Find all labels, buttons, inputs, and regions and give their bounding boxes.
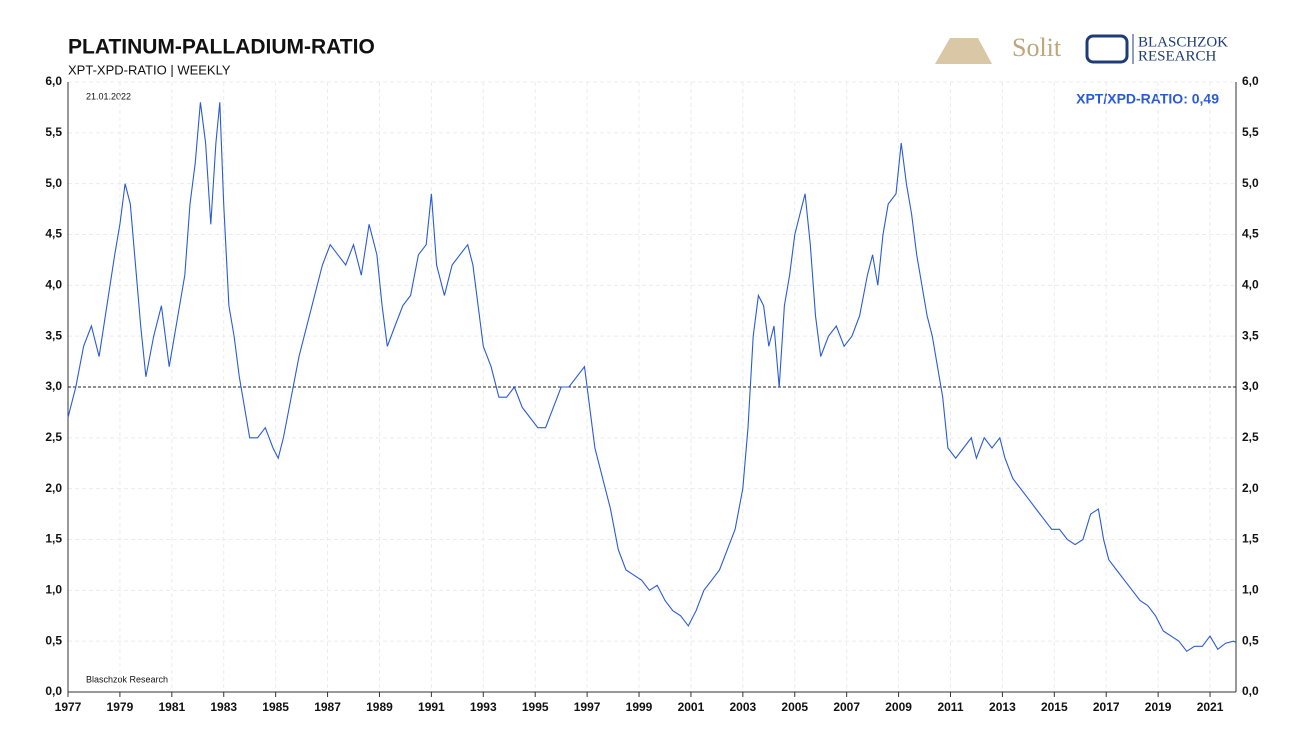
y-tick-label: 4,5 (45, 227, 62, 241)
y-tick-label: 3,0 (45, 379, 62, 393)
x-tick-label: 2005 (781, 700, 808, 714)
chart-title: PLATINUM-PALLADIUM-RATIO (68, 36, 375, 59)
y-tick-label: 0,0 (45, 684, 62, 698)
x-tick-label: 1981 (158, 700, 185, 714)
source-label: Blaschzok Research (86, 674, 168, 684)
y2-tick-label: 4,0 (1242, 278, 1259, 292)
brand-blaschzok: BLASCHZOK (1138, 34, 1228, 50)
y2-tick-label: 0,0 (1242, 684, 1259, 698)
x-tick-label: 2015 (1041, 700, 1068, 714)
y2-tick-label: 0,5 (1242, 633, 1259, 647)
logo-icon (1085, 34, 1129, 64)
date-label: 21.01.2022 (86, 91, 131, 101)
x-tick-label: 2003 (729, 700, 756, 714)
y-tick-label: 5,5 (45, 125, 62, 139)
x-tick-label: 1991 (418, 700, 445, 714)
x-tick-label: 2001 (678, 700, 705, 714)
y2-tick-label: 5,0 (1242, 176, 1259, 190)
y-tick-label: 4,0 (45, 278, 62, 292)
y-tick-label: 2,0 (45, 481, 62, 495)
y-tick-label: 1,0 (45, 583, 62, 597)
x-tick-label: 1995 (522, 700, 549, 714)
y2-tick-label: 3,0 (1242, 379, 1259, 393)
x-tick-label: 1987 (314, 700, 341, 714)
y-tick-label: 6,0 (45, 74, 62, 88)
y2-tick-label: 3,5 (1242, 328, 1259, 342)
x-tick-label: 2009 (885, 700, 912, 714)
y2-tick-label: 6,0 (1242, 74, 1259, 88)
x-tick-label: 1979 (107, 700, 134, 714)
x-tick-label: 2007 (833, 700, 860, 714)
data-line (67, 102, 1237, 653)
x-tick-label: 1993 (470, 700, 497, 714)
x-tick-label: 1997 (574, 700, 601, 714)
x-tick-label: 2019 (1145, 700, 1172, 714)
logo-blaschzok: BLASCHZOK RESEARCH (1085, 34, 1228, 64)
x-tick-label: 1999 (626, 700, 653, 714)
x-tick-label: 2017 (1093, 700, 1120, 714)
y2-tick-label: 4,5 (1242, 227, 1259, 241)
y2-tick-label: 1,0 (1242, 583, 1259, 597)
logo-pyramid (935, 38, 992, 64)
chart-subtitle: XPT-XPD-RATIO | WEEKLY (68, 62, 231, 77)
y2-tick-label: 2,0 (1242, 481, 1259, 495)
y2-tick-label: 1,5 (1242, 532, 1259, 546)
y2-tick-label: 5,5 (1242, 125, 1259, 139)
brand-solit: Solit (1012, 33, 1062, 62)
x-tick-label: 2013 (989, 700, 1016, 714)
y-tick-label: 5,0 (45, 176, 62, 190)
y2-tick-label: 2,5 (1242, 430, 1259, 444)
x-tick-label: 2021 (1197, 700, 1224, 714)
x-tick-label: 1977 (55, 700, 82, 714)
y-tick-label: 1,5 (45, 532, 62, 546)
x-tick-label: 1989 (366, 700, 393, 714)
logo-solit: Solit (935, 33, 1062, 64)
y-tick-label: 3,5 (45, 328, 62, 342)
x-tick-label: 2011 (937, 700, 963, 714)
brand-research: RESEARCH (1138, 48, 1217, 64)
y-tick-label: 0,5 (45, 633, 62, 647)
annotation: XPT/XPD-RATIO: 0,49 (1076, 91, 1219, 107)
y-tick-label: 2,5 (45, 430, 62, 444)
x-tick-label: 1985 (262, 700, 289, 714)
x-tick-label: 1983 (210, 700, 237, 714)
